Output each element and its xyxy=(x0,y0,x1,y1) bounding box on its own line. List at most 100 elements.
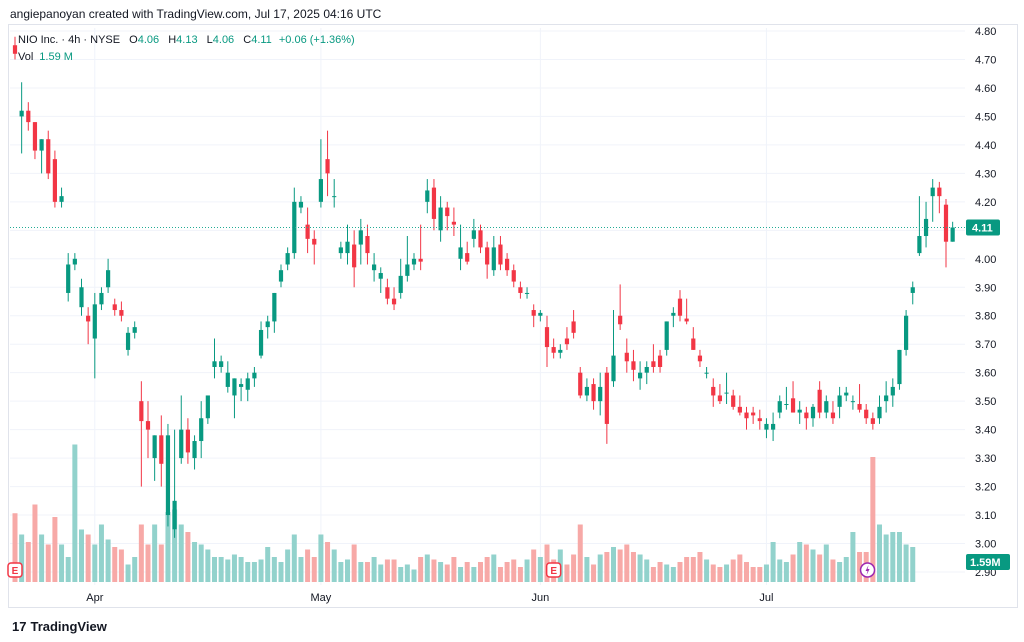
price-tick-label: 3.00 xyxy=(975,539,996,551)
candle-body xyxy=(345,241,350,254)
candle xyxy=(19,82,24,154)
candle xyxy=(810,404,816,427)
candle-body xyxy=(584,386,589,396)
candle xyxy=(884,381,889,413)
candle-body xyxy=(305,224,310,239)
candle-body xyxy=(192,441,197,459)
symbol-label[interactable]: NIO Inc. · 4h · NYSE xyxy=(18,34,121,46)
price-tick-label: 4.80 xyxy=(975,26,996,38)
volume-bar xyxy=(92,544,98,582)
candle xyxy=(245,372,250,402)
volume-bar xyxy=(258,559,264,582)
volume-bar xyxy=(803,544,809,582)
candle-body xyxy=(358,230,363,245)
earnings-marker: E xyxy=(545,562,562,578)
candle-body xyxy=(465,253,470,262)
candle-body xyxy=(744,412,749,419)
candle-body xyxy=(46,139,51,174)
candle-body xyxy=(378,273,383,279)
candle-body xyxy=(651,361,656,367)
volume-bar xyxy=(325,542,331,582)
volume-bar xyxy=(890,532,896,582)
candle xyxy=(531,304,536,328)
candle xyxy=(165,423,171,527)
candle-body xyxy=(751,412,756,416)
candle-body xyxy=(152,435,157,459)
candle xyxy=(870,412,875,430)
candle xyxy=(551,338,556,359)
volume-bar xyxy=(910,547,916,582)
candle-body xyxy=(398,275,403,293)
candle xyxy=(418,224,423,271)
volume-bar xyxy=(198,544,204,582)
candle xyxy=(345,224,350,265)
volume-bar xyxy=(45,544,51,582)
candle-body xyxy=(578,372,583,396)
volume-bar xyxy=(158,544,164,582)
time-tick-label: Jun xyxy=(531,592,549,604)
candle-body xyxy=(737,406,742,413)
volume-bar xyxy=(418,557,424,582)
volume-bar xyxy=(637,554,643,582)
candle xyxy=(99,287,104,311)
candle xyxy=(485,241,490,279)
volume-label[interactable]: Vol xyxy=(18,51,34,63)
tradingview-brand[interactable]: 17 TradingView xyxy=(12,619,107,634)
price-axis: 4.804.704.604.504.404.304.204.104.003.90… xyxy=(10,26,1010,579)
volume-bar xyxy=(837,562,843,582)
volume-bar xyxy=(650,567,656,582)
candle-body xyxy=(26,110,31,123)
volume-bar xyxy=(684,557,690,582)
volume-bar xyxy=(584,557,590,582)
candle xyxy=(684,298,689,325)
candle xyxy=(771,412,776,442)
volume-bar xyxy=(105,539,111,582)
volume-bar xyxy=(537,557,543,582)
change-value: +0.06 (+1.36%) xyxy=(278,34,355,46)
candle-body xyxy=(697,355,703,362)
candle xyxy=(804,406,809,430)
candle-body xyxy=(524,292,530,294)
candle xyxy=(564,327,570,350)
volume-bar xyxy=(724,564,730,582)
candle-body xyxy=(631,361,636,370)
candle xyxy=(212,338,217,379)
volume-bar xyxy=(12,513,18,582)
volume-bar xyxy=(431,559,437,582)
candle xyxy=(591,378,596,410)
candle-body xyxy=(52,159,57,202)
candle-body xyxy=(571,321,576,333)
time-tick-label: Apr xyxy=(86,592,103,604)
candle xyxy=(598,372,603,416)
candle-body xyxy=(312,238,317,245)
volume-bar xyxy=(278,562,284,582)
candle-body xyxy=(485,247,490,265)
candle xyxy=(106,258,111,293)
candle xyxy=(185,418,190,464)
candle-body xyxy=(664,321,669,350)
volume-bar xyxy=(644,559,650,582)
candle xyxy=(604,366,609,444)
volume-bar xyxy=(39,534,45,582)
candle-body xyxy=(611,355,616,382)
candle xyxy=(312,230,317,265)
volume-bar xyxy=(617,549,623,582)
price-tick-label: 3.10 xyxy=(975,510,996,522)
candle xyxy=(398,258,403,299)
candle xyxy=(917,196,922,256)
candle-body xyxy=(824,401,829,413)
volume-bars xyxy=(12,444,916,582)
candle xyxy=(458,224,463,271)
volume-bar xyxy=(285,549,291,582)
candle-body xyxy=(505,258,510,271)
volume-bar xyxy=(318,534,324,582)
volume-bar xyxy=(451,557,457,582)
close-label: C xyxy=(243,34,252,46)
candle-body xyxy=(777,401,782,413)
volume-bar xyxy=(790,554,796,582)
price-tick-label: 4.30 xyxy=(975,168,996,180)
candle xyxy=(611,310,616,387)
volume-bar xyxy=(305,549,311,582)
candle-body xyxy=(458,247,463,259)
